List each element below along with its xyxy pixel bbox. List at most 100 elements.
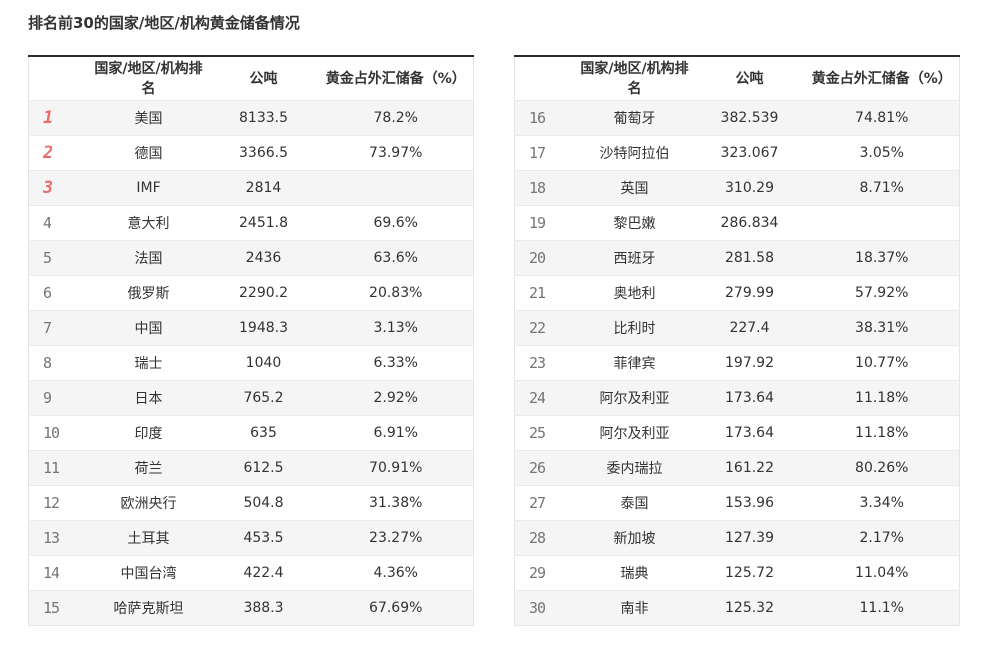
- table-row: 10 印度 635 6.91%: [28, 415, 474, 450]
- table-row: 22 比利时 227.4 38.31%: [514, 310, 960, 345]
- rank-number: 28: [529, 528, 545, 547]
- tonnes-cell: 279.99: [725, 284, 774, 301]
- pct-cell: 6.91%: [373, 424, 418, 441]
- name-cell: 泰国: [620, 495, 649, 512]
- tonnes-cell: 612.5: [243, 459, 284, 476]
- rank-number: 18: [529, 178, 545, 197]
- table-row: 13 土耳其 453.5 23.27%: [28, 520, 474, 555]
- rank-cell: 25: [515, 415, 575, 450]
- name-cell: 中国: [134, 320, 163, 337]
- name-cell: 哈萨克斯坦: [113, 600, 184, 617]
- tonnes-cell: 8133.5: [239, 109, 288, 126]
- rank-number: 19: [529, 213, 545, 232]
- rank-column-header: [28, 56, 89, 100]
- table-row: 26 委内瑞拉 161.22 80.26%: [514, 450, 960, 485]
- name-cell: 奥地利: [613, 285, 656, 302]
- rank-cell: 6: [29, 275, 89, 310]
- tonnes-cell: 173.64: [725, 389, 774, 406]
- rank-number: 30: [529, 598, 545, 617]
- name-cell: IMF: [136, 179, 161, 196]
- rank-cell: 18: [515, 170, 575, 205]
- rank-number: 15: [43, 598, 59, 617]
- rank-cell: 17: [515, 135, 575, 170]
- pct-cell: 31.38%: [369, 494, 423, 511]
- tonnes-cell: 281.58: [725, 249, 774, 266]
- rank-cell: 20: [515, 240, 575, 275]
- rank-cell: 3: [29, 170, 89, 205]
- name-column-header: 国家/地区/机构排名: [88, 56, 209, 100]
- tonnes-cell: 765.2: [243, 389, 284, 406]
- name-cell: 阿尔及利亚: [599, 390, 670, 407]
- name-cell: 瑞士: [134, 355, 163, 372]
- table-row: 19 黎巴嫩 286.834: [514, 205, 960, 240]
- table-row: 12 欧洲央行 504.8 31.38%: [28, 485, 474, 520]
- rank-column-header: [514, 56, 575, 100]
- rank-number: 14: [43, 563, 59, 582]
- rank-number: 27: [529, 493, 545, 512]
- rank-number: 20: [529, 248, 545, 267]
- rank-cell: 30: [515, 590, 575, 625]
- pct-cell: 2.17%: [859, 529, 904, 546]
- name-cell: 英国: [620, 180, 649, 197]
- rank-cell: 15: [29, 590, 89, 625]
- rank-number: 29: [529, 563, 545, 582]
- rank-number: 10: [43, 423, 59, 442]
- rank-cell: 24: [515, 380, 575, 415]
- rank-cell: 28: [515, 520, 575, 555]
- rank-number: 21: [529, 283, 545, 302]
- rank-cell: 12: [29, 485, 89, 520]
- name-cell: 西班牙: [613, 250, 656, 267]
- pct-cell: 63.6%: [373, 249, 418, 266]
- rank-cell: 2: [29, 135, 89, 170]
- rank-number: 26: [529, 458, 545, 477]
- pct-cell: 18.37%: [855, 249, 909, 266]
- tonnes-cell: 153.96: [725, 494, 774, 511]
- table-row: 25 阿尔及利亚 173.64 11.18%: [514, 415, 960, 450]
- table-body-16-30: 16 葡萄牙 382.539 74.81% 17 沙特阿拉伯 323.067 3.05% 18 英…: [514, 100, 960, 625]
- name-cell: 俄罗斯: [127, 285, 170, 302]
- pct-cell: 78.2%: [373, 109, 418, 126]
- rank-cell: 11: [29, 450, 89, 485]
- tonnes-cell: 125.72: [725, 564, 774, 581]
- pct-cell: [319, 170, 474, 205]
- name-cell: 欧洲央行: [120, 495, 177, 512]
- pct-cell: 3.13%: [373, 319, 418, 336]
- tonnes-cell: 227.4: [729, 319, 770, 336]
- rank-number: 5: [43, 248, 52, 267]
- tonnes-cell: 323.067: [720, 144, 779, 161]
- pct-cell: 3.05%: [859, 144, 904, 161]
- pct-cell: [805, 205, 960, 240]
- name-cell: 法国: [134, 250, 163, 267]
- table-row: 3 IMF 2814: [28, 170, 474, 205]
- gold-reserves-table-16-30: 国家/地区/机构排名 公吨 黄金占外汇储备（%） 16 葡萄牙 382.539 74.…: [514, 55, 960, 626]
- rank-number: 16: [529, 108, 545, 127]
- table-row: 4 意大利 2451.8 69.6%: [28, 205, 474, 240]
- header-row: 国家/地区/机构排名 公吨 黄金占外汇储备（%）: [28, 56, 474, 100]
- rank-cell: 16: [515, 100, 575, 135]
- table-row: 27 泰国 153.96 3.34%: [514, 485, 960, 520]
- pct-cell: 3.34%: [859, 494, 904, 511]
- tonnes-cell: 2814: [245, 179, 282, 196]
- rank-number: 9: [43, 388, 52, 407]
- rank-cell: 22: [515, 310, 575, 345]
- rank-number: 13: [43, 528, 59, 547]
- tonnes-cell: 635: [250, 424, 277, 441]
- tonnes-cell: 286.834: [720, 214, 779, 231]
- tonnes-cell: 125.32: [725, 599, 774, 616]
- tables-container: 国家/地区/机构排名 公吨 黄金占外汇储备（%） 1 美国 8133.5 78.2% 2…: [0, 55, 989, 626]
- name-cell: 菲律宾: [613, 355, 656, 372]
- rank-number: 25: [529, 423, 545, 442]
- rank-cell: 9: [29, 380, 89, 415]
- table-body-1-15: 1 美国 8133.5 78.2% 2 德国 3366.5 73.97% 3 IMF 2814 4 意大…: [28, 100, 474, 625]
- rank-cell: 21: [515, 275, 575, 310]
- table-row: 24 阿尔及利亚 173.64 11.18%: [514, 380, 960, 415]
- rank-number: 7: [43, 318, 52, 337]
- tonnes-cell: 422.4: [243, 564, 284, 581]
- name-cell: 黎巴嫩: [613, 215, 656, 232]
- name-cell: 意大利: [127, 215, 170, 232]
- rank-number: 23: [529, 353, 545, 372]
- name-cell: 美国: [134, 110, 163, 127]
- table-row: 18 英国 310.29 8.71%: [514, 170, 960, 205]
- tonnes-cell: 161.22: [725, 459, 774, 476]
- name-cell: 日本: [134, 390, 163, 407]
